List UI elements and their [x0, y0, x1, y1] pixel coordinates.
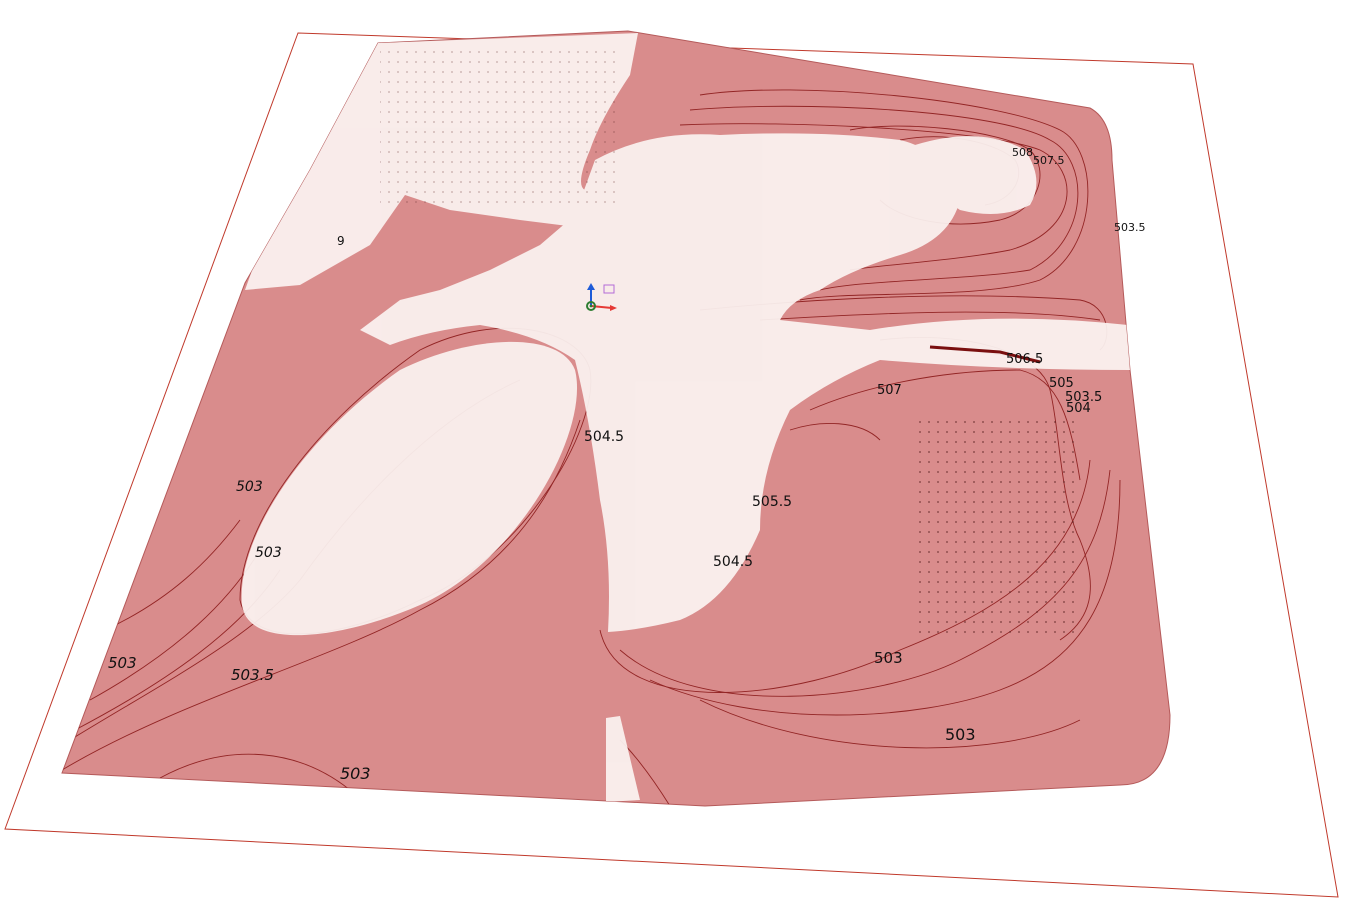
contour-label: 503.5	[1065, 390, 1102, 405]
contour-label: 503.5	[231, 666, 274, 684]
x-axis-arrow-icon	[610, 305, 617, 311]
contour-label: 504.5	[584, 429, 624, 445]
contour-label: 503	[236, 479, 263, 495]
contour-label: 503	[255, 545, 282, 561]
tree-canopy-oval	[241, 341, 578, 636]
z-axis-arrow-icon	[587, 283, 595, 290]
contour-label: 507	[877, 383, 902, 398]
canopy-texture	[380, 48, 620, 208]
tree-row-south	[606, 716, 640, 802]
ridge-line	[929, 345, 1041, 364]
contour-label: 507.5	[1033, 154, 1065, 167]
tree-canopy-central	[360, 133, 1130, 633]
ground-plane-frame	[4, 32, 1339, 898]
contour-label: 508	[1012, 146, 1033, 159]
contour-label: 504.5	[713, 554, 753, 570]
contour-label: 503	[108, 654, 137, 672]
xy-plane-handle[interactable]	[603, 284, 615, 294]
contour-label: 503	[874, 649, 903, 667]
contour-label: 503	[945, 725, 976, 744]
contour-label: 504	[1066, 401, 1091, 416]
origin-center-dot	[589, 304, 593, 308]
transform-gizmo[interactable]	[586, 283, 617, 311]
contour-labels: 508 507.5 503.5 506.5 505 503.5 504 507 …	[108, 146, 1146, 783]
contour-label: 503.5	[1114, 221, 1146, 234]
contour-label: 505	[1049, 376, 1074, 391]
contour-label: 9	[337, 234, 345, 248]
contour-label: 505.5	[752, 494, 792, 510]
contour-label: 503	[340, 764, 371, 783]
origin-pivot-icon[interactable]	[586, 301, 596, 311]
contour-label: 506.5	[1006, 352, 1043, 367]
planting-dot-grid	[918, 420, 1078, 640]
tree-canopy-east-pocket	[915, 136, 1037, 214]
